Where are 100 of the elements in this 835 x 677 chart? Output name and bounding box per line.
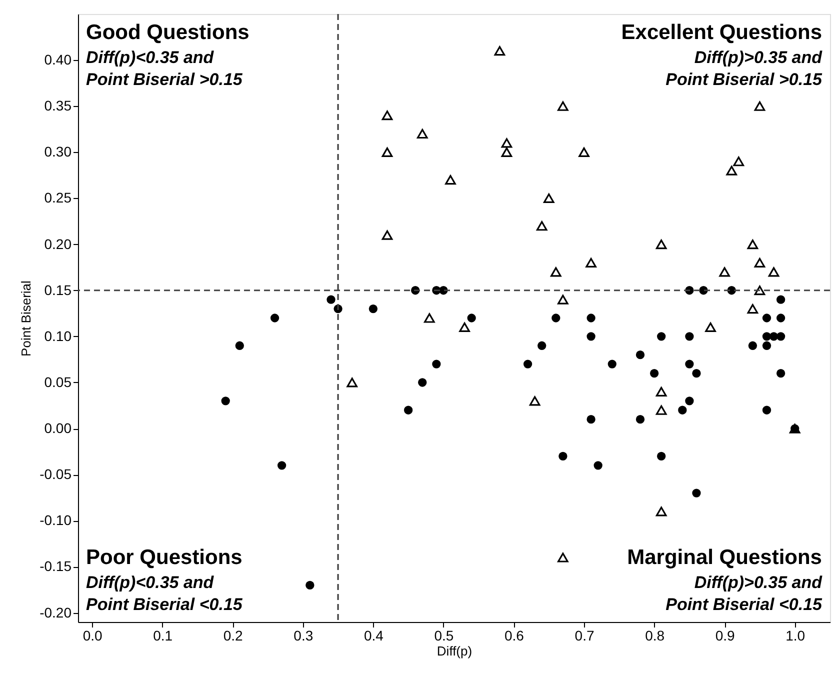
point xyxy=(270,314,280,322)
point xyxy=(550,267,562,277)
annotation: Diff(p)>0.35 and Point Biserial <0.15 xyxy=(666,573,823,614)
point xyxy=(445,175,456,185)
x-tick-label: 0.9 xyxy=(715,628,736,644)
point xyxy=(636,415,645,424)
x-tick-label: 1.0 xyxy=(786,628,806,644)
point xyxy=(459,322,470,332)
point xyxy=(656,506,667,516)
point xyxy=(754,286,766,296)
point xyxy=(692,488,701,498)
y-tick-label: -0.15 xyxy=(40,558,72,574)
point xyxy=(656,240,667,250)
point xyxy=(277,461,286,470)
y-tick-label: -0.10 xyxy=(40,512,72,528)
point xyxy=(536,221,548,231)
point xyxy=(467,314,476,322)
y-tick-label: 0.40 xyxy=(44,52,72,68)
annotation: Diff(p)<0.35 and Point Biserial >0.15 xyxy=(86,48,243,89)
point xyxy=(424,313,435,323)
point xyxy=(650,368,659,378)
point xyxy=(656,452,666,461)
point xyxy=(678,406,687,414)
x-tick-label: 0.5 xyxy=(434,628,454,644)
point xyxy=(776,314,786,322)
point xyxy=(346,378,358,388)
y-tick-label: 0.30 xyxy=(44,144,72,160)
point xyxy=(594,461,602,470)
point xyxy=(382,230,393,240)
point xyxy=(747,240,758,250)
y-tick-label: 0.00 xyxy=(44,420,72,436)
point xyxy=(221,396,230,406)
y-tick-label: 0.35 xyxy=(44,98,72,114)
point xyxy=(501,138,512,148)
point xyxy=(776,332,786,341)
annotation: Marginal Questions xyxy=(627,546,822,569)
point xyxy=(586,258,596,268)
point xyxy=(692,368,701,378)
point xyxy=(416,128,428,139)
point xyxy=(306,580,314,590)
point xyxy=(543,193,554,204)
point xyxy=(754,258,766,268)
point xyxy=(685,332,694,341)
point xyxy=(586,314,596,322)
y-axis-title: Point Biserial xyxy=(18,280,34,356)
point xyxy=(733,156,744,166)
point xyxy=(501,147,512,157)
point xyxy=(776,295,786,304)
point xyxy=(432,360,441,368)
annotation: Good Questions xyxy=(86,21,250,44)
point xyxy=(719,267,730,277)
point xyxy=(748,341,758,350)
point xyxy=(656,405,667,415)
point xyxy=(368,304,378,314)
y-tick-label: -0.05 xyxy=(40,466,72,482)
point xyxy=(608,360,616,368)
point xyxy=(558,452,568,461)
point xyxy=(529,396,540,406)
y-tick-label: 0.15 xyxy=(44,282,72,298)
point xyxy=(747,304,758,314)
x-axis-title: Diff(p) xyxy=(436,644,472,658)
annotation: Diff(p)<0.35 and Point Biserial <0.15 xyxy=(86,573,243,614)
point xyxy=(705,322,716,332)
point xyxy=(326,295,336,304)
point xyxy=(404,406,413,414)
y-tick-label: 0.25 xyxy=(44,190,72,206)
x-tick-label: 0.2 xyxy=(223,628,244,644)
point xyxy=(578,147,590,157)
x-tick-label: 0.6 xyxy=(504,628,524,644)
point xyxy=(586,415,596,424)
x-tick-label: 0.3 xyxy=(294,628,314,644)
x-tick-label: 0.8 xyxy=(645,628,665,644)
point xyxy=(685,396,694,406)
point xyxy=(762,314,772,322)
y-tick-label: -0.20 xyxy=(40,604,72,620)
point xyxy=(382,147,393,157)
point xyxy=(552,314,560,322)
point xyxy=(586,332,596,341)
point xyxy=(558,101,568,111)
annotation: Diff(p)>0.35 and Point Biserial >0.15 xyxy=(666,48,823,89)
y-tick-label: 0.20 xyxy=(44,236,72,252)
point xyxy=(558,294,568,304)
point xyxy=(656,332,666,341)
y-tick-label: 0.10 xyxy=(44,328,72,344)
point xyxy=(382,110,393,120)
x-tick-label: 0.0 xyxy=(82,628,102,644)
point xyxy=(768,267,780,277)
point xyxy=(494,46,506,56)
point xyxy=(656,386,667,396)
point xyxy=(636,350,645,360)
point xyxy=(685,360,694,368)
point xyxy=(538,341,546,350)
x-tick-label: 0.4 xyxy=(364,628,384,644)
annotation: Excellent Questions xyxy=(621,21,822,44)
annotation: Poor Questions xyxy=(86,546,242,569)
y-tick-label: 0.05 xyxy=(44,374,72,390)
point xyxy=(776,368,786,378)
point xyxy=(558,552,568,562)
point xyxy=(418,378,427,387)
point xyxy=(235,341,244,350)
